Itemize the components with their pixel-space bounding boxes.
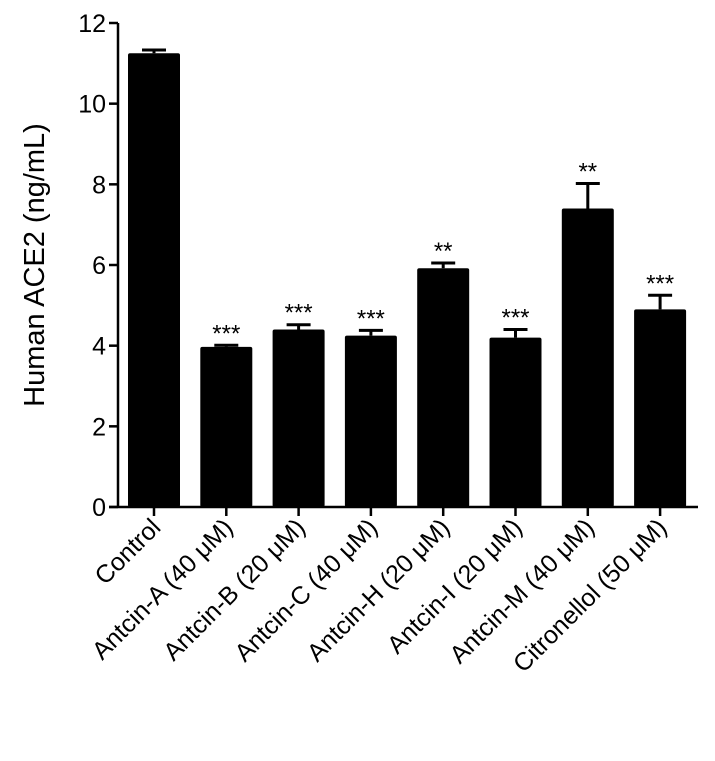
y-tick-label: 12 bbox=[78, 10, 106, 38]
bar: ** bbox=[417, 238, 470, 507]
significance-marker: ** bbox=[434, 238, 453, 265]
y-tick-label: 8 bbox=[92, 171, 106, 199]
y-tick-label: 10 bbox=[78, 91, 106, 119]
x-axis bbox=[109, 505, 698, 516]
category-label: Antcin-I (20 μM) bbox=[382, 513, 528, 659]
significance-marker: *** bbox=[285, 300, 313, 327]
bars: ****** ************* bbox=[128, 48, 687, 508]
significance-marker: *** bbox=[646, 270, 674, 297]
bar bbox=[128, 48, 180, 507]
bar: *** bbox=[344, 305, 397, 507]
bar: ** bbox=[561, 159, 614, 508]
significance-marker: *** bbox=[357, 305, 385, 332]
bar: *** bbox=[272, 300, 325, 507]
significance-marker: ** bbox=[578, 159, 597, 186]
y-tick-label: 4 bbox=[92, 333, 106, 361]
bar: *** bbox=[200, 320, 253, 507]
significance-marker: *** bbox=[212, 320, 240, 347]
significance-marker: *** bbox=[501, 305, 529, 332]
bar: *** bbox=[489, 305, 542, 507]
y-tick-label: 0 bbox=[92, 494, 106, 522]
y-tick-label: 2 bbox=[92, 413, 106, 441]
y-axis: 0 2 4 6 8 10 12 bbox=[78, 10, 120, 522]
bar: *** bbox=[634, 270, 687, 507]
y-tick-label: 6 bbox=[92, 252, 106, 280]
y-axis-title: Human ACE2 (ng/mL) bbox=[19, 123, 51, 407]
